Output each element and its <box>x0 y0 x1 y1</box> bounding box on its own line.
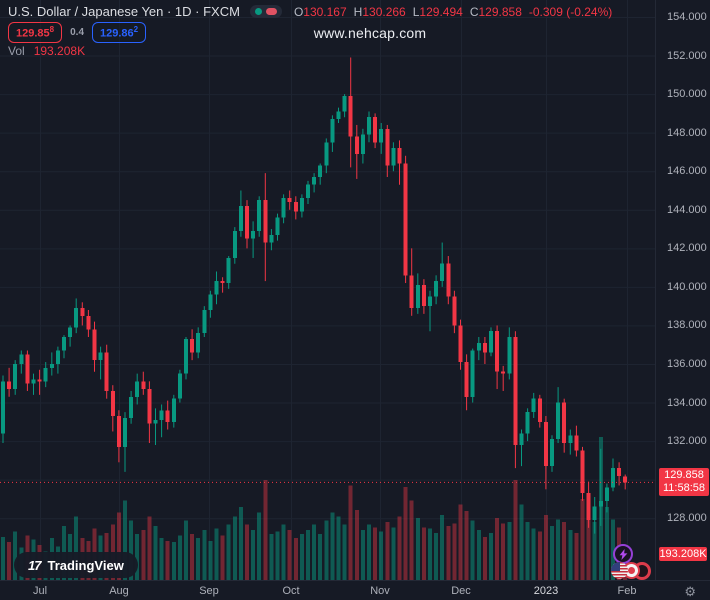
price-axis-label: 146.000 <box>667 165 707 178</box>
high-value: 130.266 <box>362 4 406 19</box>
us-flag-icon[interactable] <box>611 562 628 579</box>
close-label: C <box>469 4 479 19</box>
lightning-bolt-glyph <box>619 548 627 560</box>
bid-pip-digit: 8 <box>49 25 55 34</box>
high-label: H <box>353 4 363 19</box>
market-open-dot-icon <box>254 8 262 15</box>
volume-value: 193.208K <box>33 44 86 58</box>
open-label: O <box>293 4 304 19</box>
price-axis-label: 152.000 <box>667 49 707 62</box>
volume-bars <box>1 436 628 580</box>
price-axis-label: 136.000 <box>667 357 707 370</box>
low-value: 129.494 <box>419 4 463 19</box>
quote-row: 129.858 0.4 129.862 <box>8 22 147 43</box>
us-flag-canton <box>611 562 620 571</box>
price-axis-label: 134.000 <box>667 396 707 409</box>
time-axis-label: Feb <box>617 585 637 597</box>
close-value: 129.858 <box>478 4 522 19</box>
volume-legend: Vol 193.208K <box>8 44 85 58</box>
time-axis-label: Dec <box>451 585 471 597</box>
gear-icon[interactable]: ⚙ <box>684 584 696 599</box>
ask-pip-digit: 2 <box>133 25 139 34</box>
lightning-event-icon[interactable] <box>613 544 633 564</box>
japan-flag-dot <box>628 567 635 574</box>
time-axis-label: Oct <box>282 585 300 597</box>
volume-axis-label: 193.208K <box>659 546 707 561</box>
price-axis-label: 132.000 <box>667 435 707 448</box>
symbol-title[interactable]: U.S. Dollar / Japanese Yen · 1D · FXCM <box>8 4 240 19</box>
chart-legend: U.S. Dollar / Japanese Yen · 1D · FXCM O… <box>8 4 612 19</box>
price-axis-label: 142.000 <box>667 242 707 255</box>
price-axis-label: 148.000 <box>667 126 707 139</box>
price-axis-label: 144.000 <box>667 203 707 216</box>
price-axis-label: 154.000 <box>667 11 707 23</box>
price-axis-label: 128.000 <box>667 512 707 525</box>
price-axis-label: 138.000 <box>667 319 707 332</box>
time-axis-label: 2023 <box>533 585 559 597</box>
current-price-value: 129.858 <box>664 469 704 482</box>
time-axis-label: Sep <box>199 585 219 597</box>
candlestick-chart-canvas[interactable] <box>0 0 655 580</box>
ohlc-values: O130.167 H130.266 L129.494 C129.858 -0.3… <box>294 5 612 19</box>
candles <box>1 57 628 534</box>
watermark: www.nehcap.com <box>313 25 427 41</box>
price-axis[interactable]: 129.858 11:58:58 193.208K 154.000 152.000… <box>655 0 710 580</box>
tradingview-mark-icon: 17 <box>28 557 42 573</box>
price-axis-label: 150.000 <box>667 88 707 101</box>
tradingview-logo[interactable]: 17 TradingView <box>14 552 138 578</box>
time-axis-label: Nov <box>370 585 390 597</box>
sell-bid-button[interactable]: 129.858 <box>8 22 63 43</box>
market-status-toggle[interactable] <box>249 5 282 18</box>
time-axis-label: Aug <box>109 585 129 597</box>
low-label: L <box>412 4 420 19</box>
time-axis[interactable]: ⚙ Jul Aug Sep Oct Nov Dec 2023 Feb <box>0 580 710 600</box>
bar-countdown: 11:58:58 <box>662 482 705 495</box>
change-value: -0.309 (-0.24%) <box>528 4 613 19</box>
tradingview-logo-text: TradingView <box>47 557 124 573</box>
grid-lines <box>0 0 655 580</box>
volume-label[interactable]: Vol <box>8 44 25 58</box>
buy-ask-button[interactable]: 129.862 <box>92 22 147 43</box>
open-value: 130.167 <box>303 4 347 19</box>
notification-pill-icon <box>265 8 277 15</box>
spread-value: 0.4 <box>70 26 85 38</box>
time-axis-label: Jul <box>32 585 48 597</box>
current-price-label: 129.858 11:58:58 <box>659 468 709 497</box>
price-axis-label: 140.000 <box>667 280 707 293</box>
